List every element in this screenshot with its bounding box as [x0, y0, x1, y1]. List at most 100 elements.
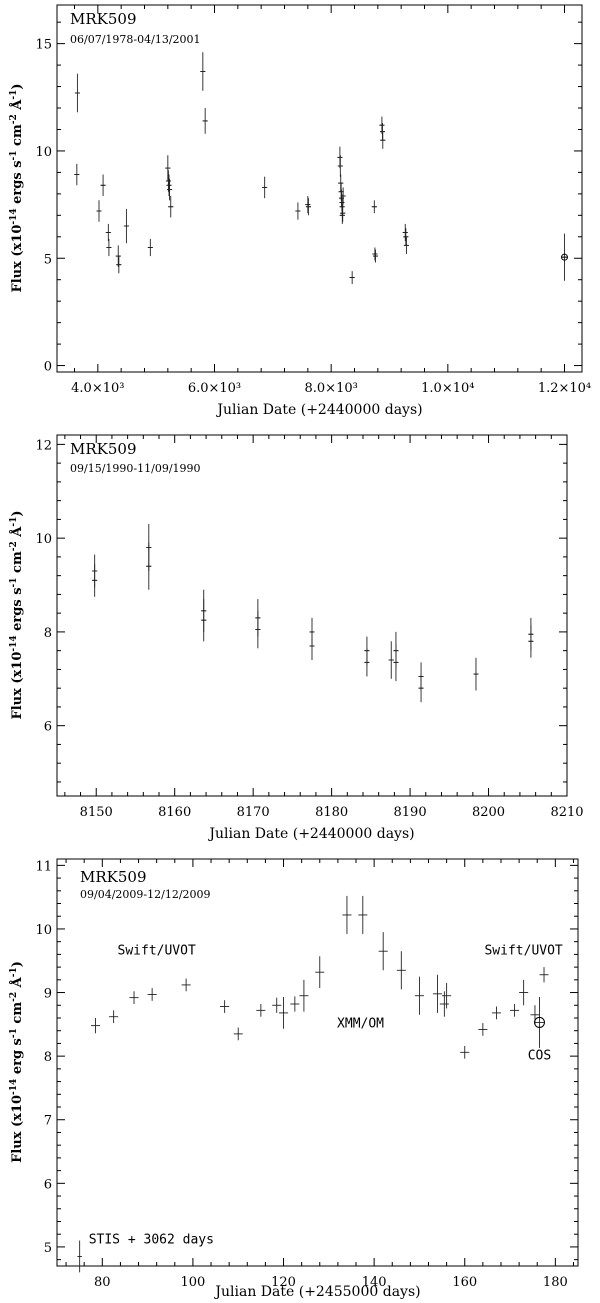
x-tick-label: 1.2×10⁴	[538, 381, 591, 396]
data-point	[364, 648, 370, 677]
data-point	[255, 610, 261, 649]
data-point	[167, 178, 173, 201]
panel-3-2009-lightcurve: MRK509 09/04/2009-12/12/2009 Flux (x10-1…	[9, 858, 579, 1300]
data-point	[272, 997, 282, 1013]
x-tick-label: 80	[94, 1275, 111, 1290]
chart-title: MRK509	[80, 868, 147, 886]
data-point	[528, 624, 534, 658]
data-point	[372, 247, 378, 261]
annotations: Swift/UVOT XMM/OM Swift/UVOT COS STIS + 3062…	[89, 943, 563, 1247]
data-point	[539, 967, 549, 983]
data-point	[201, 599, 207, 642]
plot-frame	[56, 434, 568, 797]
x-tick-label: 8200	[472, 805, 505, 820]
data-point	[305, 198, 311, 216]
data-point	[100, 174, 106, 197]
annotation-label: COS	[528, 1048, 551, 1063]
data-point	[290, 996, 300, 1012]
data-point	[168, 196, 174, 218]
data-point	[379, 116, 385, 134]
x-tick-label: 160	[452, 1275, 477, 1290]
data-point	[74, 163, 80, 186]
data-point	[92, 563, 98, 597]
y-tick-label: 5	[44, 1241, 52, 1256]
x-axis-label: Julian Date (+2440000 days)	[207, 826, 414, 842]
x-tick-label: 8180	[315, 805, 348, 820]
data-point	[74, 73, 80, 113]
data-point	[278, 996, 289, 1029]
data-point	[403, 236, 409, 254]
panel-1-full-lightcurve: MRK509 06/07/1978-04/13/2001 Flux (x10-1…	[9, 4, 591, 418]
data-point	[105, 223, 111, 242]
y-tick-label: 8	[44, 626, 52, 641]
annotation-label: XMM/OM	[337, 1017, 384, 1032]
data-point	[491, 1006, 501, 1020]
data-point	[123, 208, 129, 244]
data-point	[115, 245, 121, 267]
data-point	[349, 271, 355, 285]
data-point	[393, 643, 399, 682]
axis-ticks: 80 100 120 140 160 180 5 6 7 8 9 10 11	[35, 859, 578, 1290]
data-point	[309, 631, 315, 661]
data-point	[378, 932, 388, 971]
data-point	[109, 1010, 119, 1024]
data-point	[233, 1027, 243, 1041]
data-point	[460, 1045, 470, 1059]
data-point	[90, 1017, 101, 1034]
annotation-label: STIS + 3062 days	[89, 1233, 214, 1248]
chart-title: MRK509	[70, 10, 137, 28]
y-tick-label: 0	[44, 360, 52, 375]
data-point	[337, 155, 343, 177]
data-point	[181, 978, 191, 992]
data-point	[533, 996, 545, 1048]
chart-subtitle: 09/04/2009-12/12/2009	[80, 888, 211, 901]
axis-ticks: 4.0×10³ 6.0×10³ 8.0×10³ 1.0×10⁴ 1.2×10⁴ 0 5 10 1…	[35, 5, 591, 396]
data-point	[561, 233, 568, 281]
data-point	[147, 238, 153, 257]
chart-title: MRK509	[70, 440, 137, 458]
data-point	[402, 223, 408, 242]
x-tick-label: 8150	[80, 805, 113, 820]
x-tick-label: 140	[362, 1275, 387, 1290]
x-tick-label: 8190	[394, 805, 427, 820]
y-axis-label: Flux (x10-14 erg s-1 cm-2 Å-1)	[9, 961, 25, 1163]
y-tick-label: 12	[35, 438, 52, 453]
data-point	[315, 956, 325, 989]
data-point	[433, 974, 443, 1013]
data-point	[220, 1000, 230, 1013]
data-point	[442, 983, 452, 1009]
plot-frame	[56, 4, 583, 373]
y-tick-label: 6	[44, 1177, 52, 1192]
data-point	[146, 542, 152, 590]
data-point	[129, 991, 139, 1004]
data-points	[92, 524, 534, 703]
data-point	[96, 200, 102, 222]
data-point	[380, 131, 386, 149]
x-tick-label: 180	[543, 1275, 568, 1290]
chart-subtitle: 06/07/1978-04/13/2001	[70, 33, 201, 46]
data-point	[373, 249, 378, 263]
x-axis-label: Julian Date (+2440000 days)	[215, 402, 422, 418]
data-points	[74, 52, 568, 285]
data-point	[418, 674, 424, 703]
data-point	[106, 238, 112, 257]
data-point	[358, 895, 368, 935]
data-point	[256, 1003, 266, 1017]
data-point	[510, 1003, 520, 1017]
y-tick-label: 7	[44, 1114, 52, 1129]
x-axis-label: Julian Date (+2455000 days)	[213, 1284, 420, 1300]
x-tick-label: 120	[271, 1275, 296, 1290]
x-tick-label: 1.0×10⁴	[421, 381, 474, 396]
data-points	[77, 895, 549, 1273]
x-tick-label: 8160	[158, 805, 191, 820]
y-tick-label: 8	[44, 1050, 52, 1065]
x-tick-label: 100	[180, 1275, 205, 1290]
x-tick-label: 8210	[550, 805, 583, 820]
data-point	[165, 155, 171, 181]
y-tick-label: 6	[44, 720, 52, 735]
data-point	[116, 256, 122, 274]
data-point	[519, 979, 529, 1006]
data-point	[473, 657, 479, 691]
data-point	[403, 228, 409, 246]
